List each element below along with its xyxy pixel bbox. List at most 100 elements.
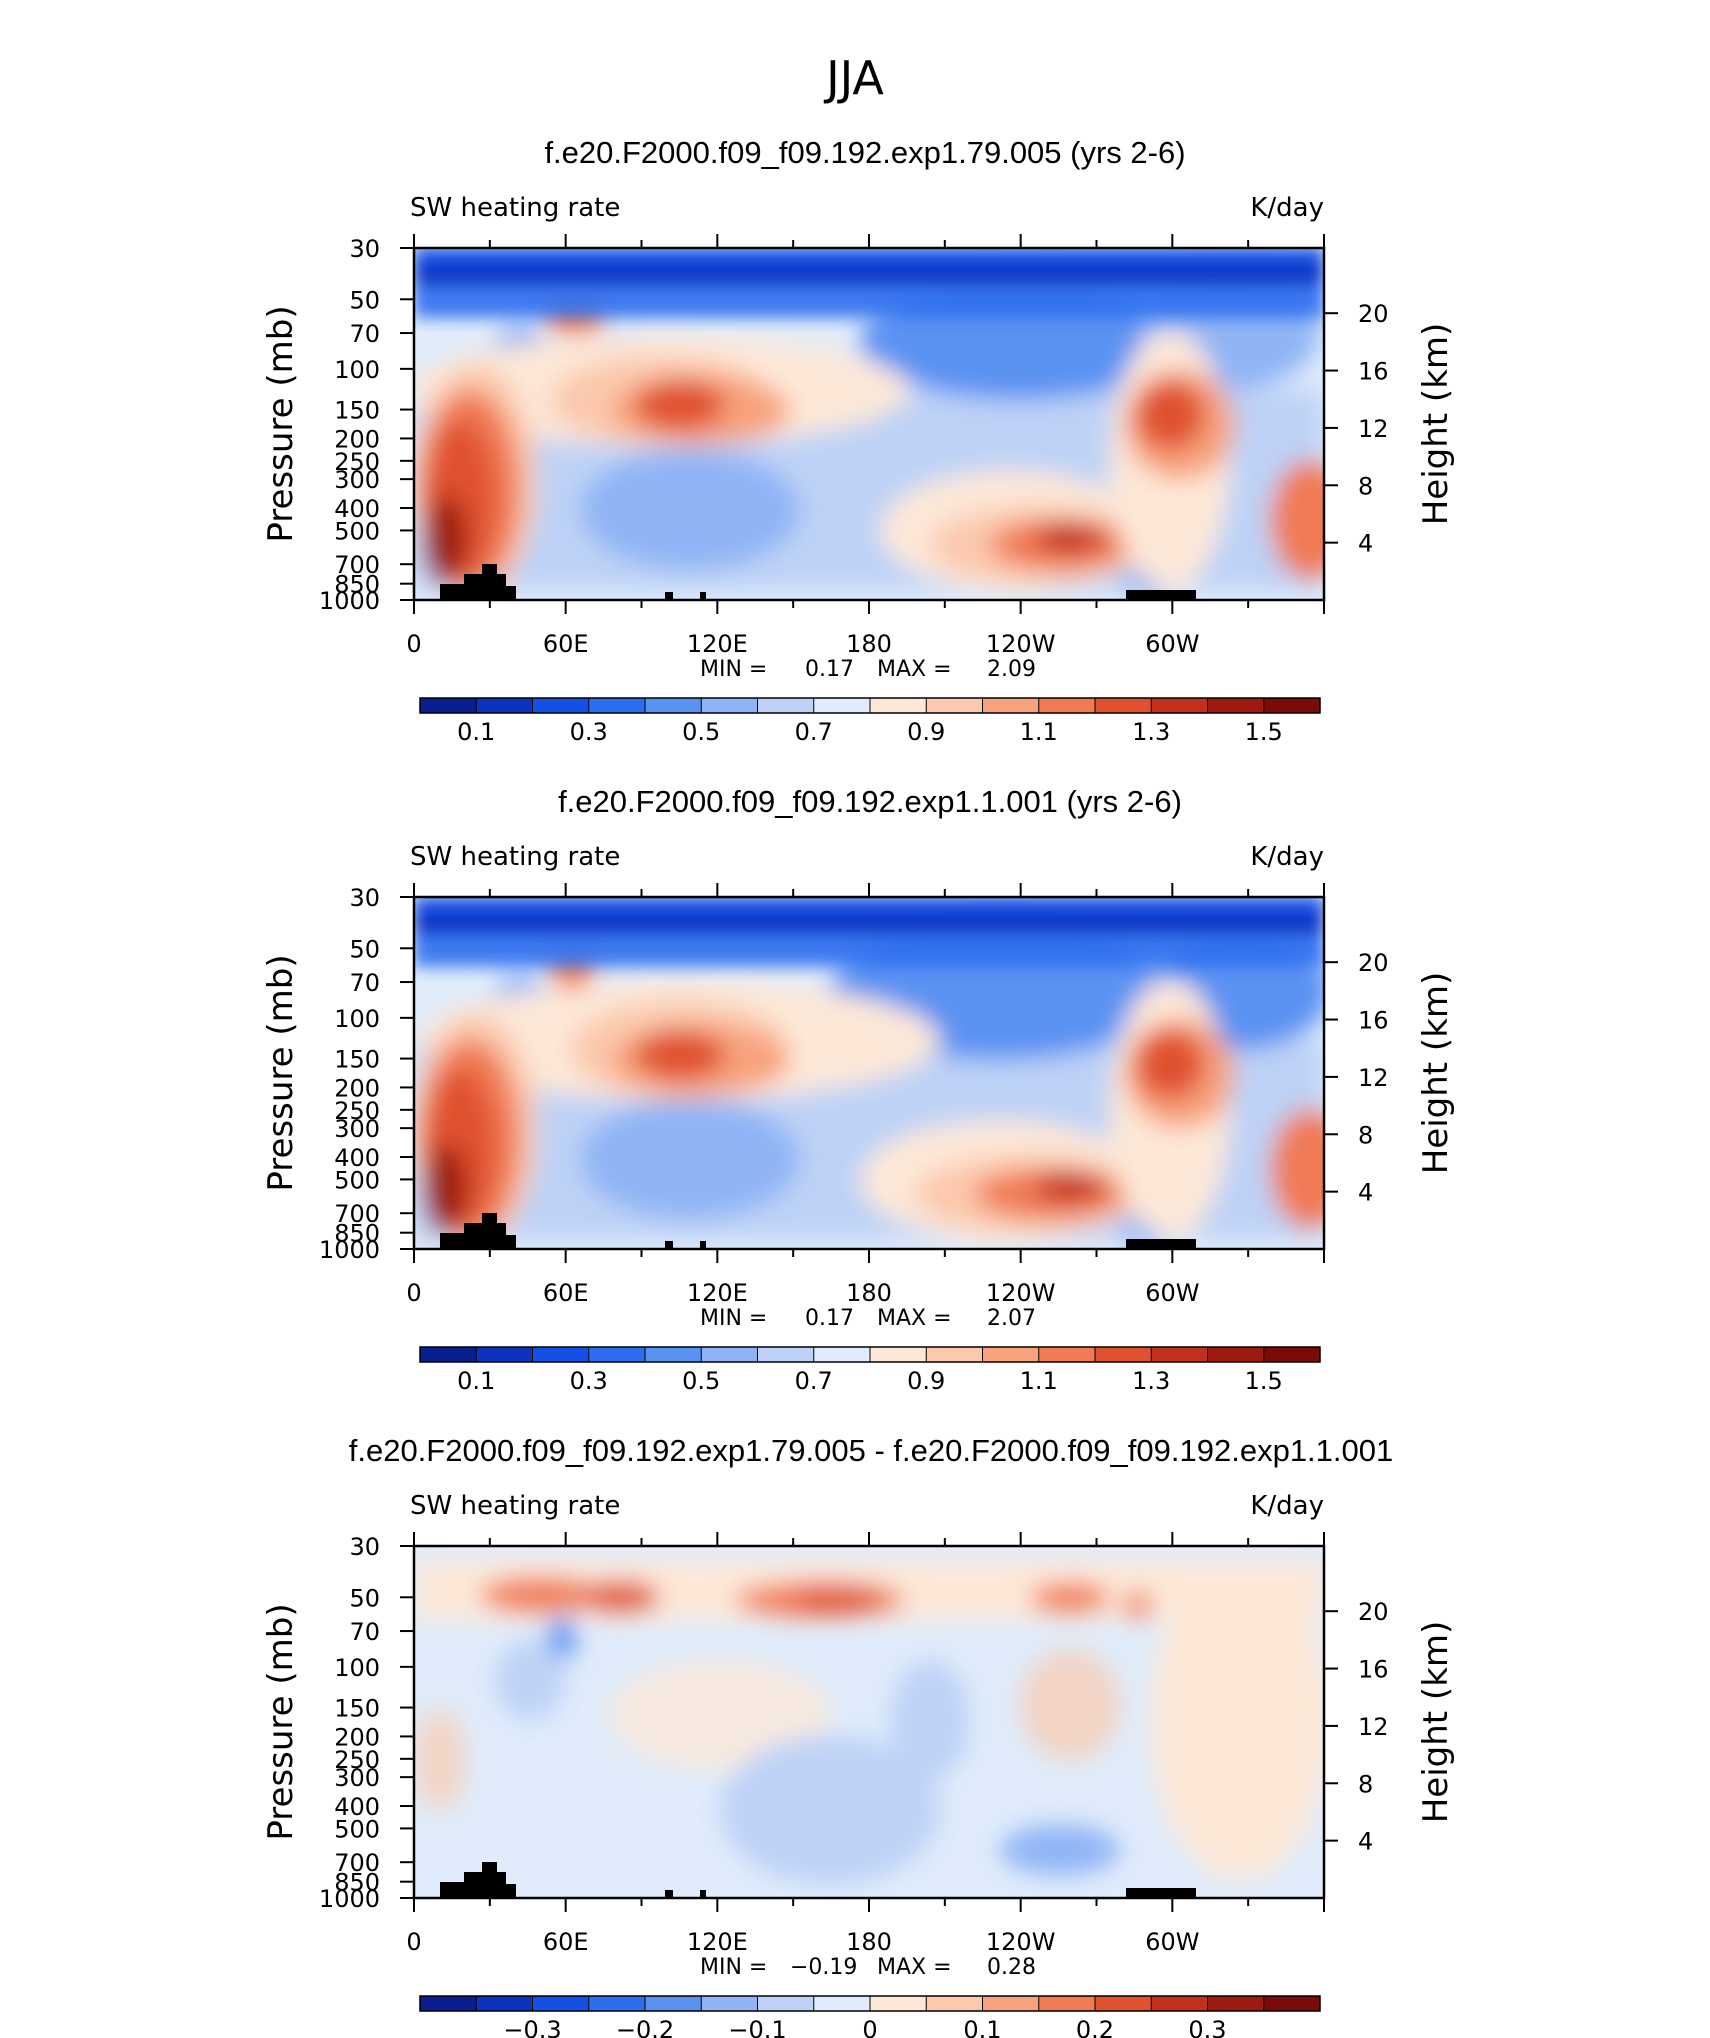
height-tick-label: 20 [1358, 1598, 1389, 1626]
height-tick-label: 12 [1358, 1064, 1389, 1092]
colorbar-swatch [1263, 1347, 1321, 1362]
pressure-tick-label: 700 [334, 1200, 380, 1228]
pressure-tick-label: 200 [334, 1723, 380, 1751]
pressure-tick-label: 50 [349, 935, 380, 963]
colorbar-swatch [420, 1347, 477, 1362]
height-tick-label: 16 [1358, 1656, 1389, 1684]
colorbar-label: −0.3 [503, 2016, 561, 2038]
colorbar: −0.3 −0.2 −0.1 0 0.1 0.2 0.3 [419, 1995, 1321, 2038]
height-tick-label: 12 [1358, 415, 1389, 443]
contour-field [414, 1546, 1324, 1898]
colorbar-swatch [588, 1996, 646, 2011]
pressure-tick-label: 500 [334, 1815, 380, 1843]
colorbar-swatch [926, 698, 983, 713]
colorbar-label: 1.3 [1132, 718, 1170, 746]
height-axis-title: Height (km) [1416, 1621, 1456, 1824]
x-tick-label: 180 [846, 1279, 892, 1307]
height-tick-label: 8 [1358, 1121, 1373, 1149]
x-tick-label: 0 [406, 630, 421, 658]
colorbar-label: 1.3 [1132, 1367, 1170, 1395]
max-label: MAX = [877, 1306, 952, 1331]
variable-label: SW heating rate [410, 842, 620, 872]
x-tick-label: 120E [687, 630, 748, 658]
topography-mask [440, 1862, 1196, 1898]
height-tick-label: 4 [1358, 1828, 1373, 1856]
pressure-tick-label: 700 [334, 551, 380, 579]
colorbar-label: 0.7 [795, 718, 833, 746]
colorbar-swatch [1263, 698, 1321, 713]
colorbar-label: 0 [862, 2016, 877, 2038]
max-value: 2.07 [987, 1306, 1036, 1331]
min-max-readout: MIN = −0.19 MAX = 0.28 [700, 1955, 1036, 1980]
colorbar-swatch [1095, 698, 1152, 713]
pressure-tick-label: 300 [334, 466, 380, 494]
colorbar-swatch [645, 698, 702, 713]
colorbar-label: 0.2 [1076, 2016, 1114, 2038]
colorbar-swatch [1038, 1996, 1096, 2011]
units-label: K/day [1250, 193, 1324, 223]
colorbar-swatch [1095, 1996, 1152, 2011]
colorbar-swatch [870, 1347, 927, 1362]
colorbar-swatch [1263, 1996, 1321, 2011]
colorbar-swatch [645, 1996, 702, 2011]
height-tick-label: 16 [1358, 358, 1389, 386]
units-label: K/day [1250, 842, 1324, 872]
colorbar-swatch [1038, 1347, 1096, 1362]
min-value: 0.17 [805, 1306, 854, 1331]
pressure-tick-label: 50 [349, 1584, 380, 1612]
pressure-tick-label: 200 [334, 425, 380, 453]
colorbar-swatch [701, 698, 758, 713]
colorbar-swatch [870, 698, 927, 713]
x-tick-label: 120W [986, 1928, 1056, 1956]
pressure-tick-label: 100 [334, 1654, 380, 1682]
pressure-tick-label: 30 [349, 1533, 380, 1561]
height-tick-label: 20 [1358, 300, 1389, 328]
min-label: MIN = [700, 657, 767, 682]
colorbar-swatch [1038, 698, 1096, 713]
height-tick-label: 20 [1358, 949, 1389, 977]
pressure-axis-title: Pressure (mb) [261, 1603, 301, 1840]
pressure-tick-label: 1000 [319, 1236, 380, 1264]
panel-title: f.e20.F2000.f09_f09.192.exp1.79.005 - f.… [349, 1433, 1394, 1468]
pressure-tick-label: 200 [334, 1074, 380, 1102]
height-axis-title: Height (km) [1416, 972, 1456, 1175]
pressure-tick-label: 50 [349, 286, 380, 314]
height-tick-label: 8 [1358, 1770, 1373, 1798]
pressure-tick-label: 30 [349, 235, 380, 263]
colorbar-label: 0.3 [570, 1367, 608, 1395]
x-tick-label: 60W [1145, 630, 1199, 658]
pressure-tick-label: 1000 [319, 587, 380, 615]
x-tick-label: 120E [687, 1279, 748, 1307]
min-label: MIN = [700, 1955, 767, 1980]
pressure-axis-title: Pressure (mb) [261, 954, 301, 1191]
pressure-tick-label: 300 [334, 1764, 380, 1792]
pressure-tick-label: 1000 [319, 1885, 380, 1913]
pressure-tick-label: 850 [334, 571, 380, 599]
colorbar-swatch [813, 1996, 871, 2011]
panel-2: f.e20.F2000.f09_f09.192.exp1.1.001 (yrs … [261, 784, 1456, 1395]
x-tick-label: 180 [846, 630, 892, 658]
x-axis: 0 60E 120E 180 120W 60W [406, 1532, 1325, 1956]
colorbar-swatch [476, 1996, 533, 2011]
pressure-tick-label: 300 [334, 1115, 380, 1143]
min-label: MIN = [700, 1306, 767, 1331]
colorbar-label: 0.3 [1188, 2016, 1226, 2038]
min-max-readout: MIN = 0.17 MAX = 2.09 [700, 657, 1036, 682]
colorbar-swatch [813, 698, 871, 713]
height-axis: 20 16 12 8 4 [1324, 949, 1389, 1207]
height-axis-title: Height (km) [1416, 323, 1456, 526]
pressure-tick-label: 30 [349, 884, 380, 912]
colorbar-label: 0.9 [907, 718, 945, 746]
min-value: −0.19 [790, 1955, 857, 1980]
variable-label: SW heating rate [410, 1491, 620, 1521]
pressure-tick-label: 70 [349, 1618, 380, 1646]
colorbar-swatch [757, 698, 815, 713]
colorbar-swatch [420, 1996, 477, 2011]
panel-1: f.e20.F2000.f09_f09.192.exp1.79.005 (yrs… [261, 135, 1456, 746]
pressure-tick-label: 100 [334, 1005, 380, 1033]
colorbar-label: 1.5 [1245, 1367, 1283, 1395]
colorbar-swatch [757, 1347, 815, 1362]
